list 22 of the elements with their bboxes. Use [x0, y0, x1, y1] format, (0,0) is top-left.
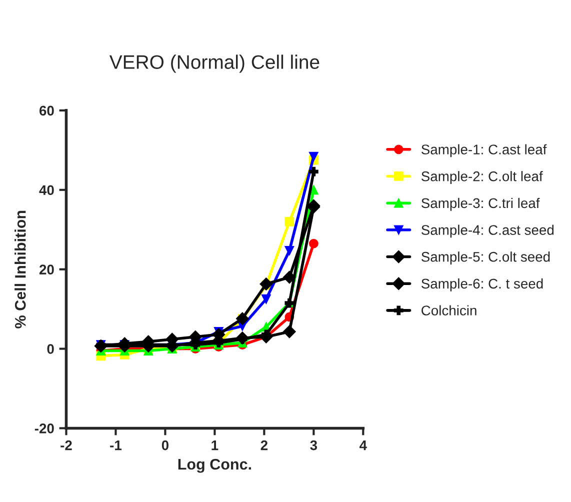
- y-tick-label: 0: [47, 344, 54, 354]
- x-tick-label: -1: [110, 440, 122, 450]
- x-tick-label: 0: [162, 440, 169, 450]
- legend-label: Sample-6: C. t seed: [422, 278, 543, 292]
- legend-label: Sample-1: C.ast leaf: [422, 144, 547, 158]
- y-tick-label: 20: [39, 264, 54, 274]
- x-tick-label: 4: [360, 440, 367, 450]
- chart-title: VERO (Normal) Cell line: [109, 54, 320, 73]
- x-tick-label: 2: [260, 440, 268, 450]
- legend-label: Colchicin: [422, 305, 476, 316]
- x-axis-title: Log Conc.: [178, 458, 251, 473]
- x-tick-label: 1: [212, 440, 218, 450]
- y-tick-label: -20: [34, 424, 54, 434]
- y-tick-label: 60: [39, 106, 54, 116]
- legend-label: Sample-5: C.olt seed: [422, 252, 550, 264]
- x-tick-label: -2: [60, 440, 72, 450]
- legend-label: Sample-4: C.ast seed: [422, 224, 554, 238]
- x-tick-label: 3: [310, 440, 318, 450]
- legend-label: Sample-2: C.olt leaf: [422, 171, 543, 184]
- y-tick-label: 40: [39, 185, 54, 196]
- y-axis-title: % Cell Inhibition: [14, 210, 26, 328]
- legend-label: Sample-3: C.tri leaf: [422, 198, 540, 211]
